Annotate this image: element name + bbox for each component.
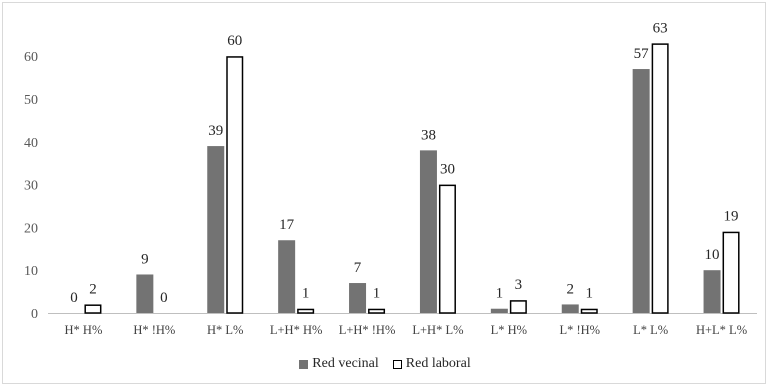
- data-label-series-1: 39: [208, 123, 223, 139]
- bar-series-2: [438, 184, 456, 314]
- data-label-series-1: 0: [70, 290, 78, 306]
- x-tick-label: H* H%: [65, 323, 103, 337]
- y-tick-label: 40: [24, 136, 38, 151]
- legend-item-series-1: Red vecinal: [299, 356, 379, 372]
- x-tick-label: L+H* H%: [270, 323, 323, 337]
- x-tick-label: H* !H%: [133, 323, 175, 337]
- data-label-series-2: 1: [302, 286, 310, 302]
- x-tick-label: H+L* L%: [696, 323, 747, 337]
- bar-series-2: [84, 304, 102, 314]
- data-label-series-1: 57: [634, 46, 650, 62]
- y-tick-label: 0: [31, 307, 38, 322]
- bar-series-2: [368, 308, 386, 314]
- data-label-series-1: 2: [567, 281, 575, 297]
- bar-series-2: [722, 231, 740, 314]
- legend-swatch-series-2: [392, 359, 402, 369]
- bar-series-2: [580, 308, 598, 314]
- data-label-series-2: 63: [653, 20, 668, 36]
- x-tick-label: H* L%: [207, 323, 243, 337]
- y-tick-label: 30: [24, 179, 38, 194]
- y-tick-label: 20: [24, 221, 38, 236]
- bar-series-2: [226, 56, 244, 314]
- data-label-series-1: 17: [279, 217, 295, 233]
- bar-series-1: [632, 69, 650, 313]
- bar-series-1: [419, 150, 437, 313]
- bar-series-1: [561, 304, 579, 313]
- bar-series-2: [297, 308, 315, 314]
- legend-label-series-2: Red laboral: [405, 356, 471, 371]
- x-tick-label: L+H* !H%: [339, 323, 396, 337]
- bar-series-2: [651, 43, 669, 314]
- bar-series-2: [509, 300, 527, 314]
- legend-item-series-2: Red laboral: [392, 356, 471, 372]
- data-label-series-2: 0: [160, 290, 168, 306]
- bar-series-1: [349, 283, 367, 313]
- data-label-series-1: 1: [496, 286, 504, 302]
- bar-series-1: [490, 308, 508, 313]
- bars: [84, 43, 740, 314]
- y-tick-label: 10: [24, 264, 38, 279]
- x-tick-label: L* L%: [633, 323, 668, 337]
- data-label-series-2: 1: [373, 286, 381, 302]
- legend-swatch-series-1: [299, 359, 309, 369]
- data-label-series-2: 19: [724, 209, 739, 225]
- bar-series-1: [278, 240, 296, 313]
- data-label-series-1: 10: [705, 247, 720, 263]
- y-tick-label: 50: [24, 93, 38, 108]
- x-tick-label: L* H%: [491, 323, 527, 337]
- data-label-series-2: 3: [515, 277, 523, 293]
- data-label-series-2: 1: [586, 286, 594, 302]
- data-label-series-2: 2: [89, 281, 97, 297]
- bar-series-1: [136, 274, 154, 313]
- data-label-series-2: 60: [227, 33, 242, 49]
- data-label-series-1: 38: [421, 127, 436, 143]
- legend: Red vecinal Red laboral: [0, 356, 770, 372]
- x-tick-label: L* !H%: [559, 323, 600, 337]
- x-tick-label: L+H* L%: [412, 323, 463, 337]
- legend-label-series-1: Red vecinal: [312, 356, 379, 371]
- data-label-series-1: 7: [354, 260, 362, 276]
- y-tick-label: 60: [24, 50, 38, 65]
- data-label-series-1: 9: [141, 251, 149, 267]
- data-label-series-2: 30: [440, 162, 455, 178]
- bar-series-1: [703, 270, 721, 313]
- bar-series-1: [207, 146, 225, 313]
